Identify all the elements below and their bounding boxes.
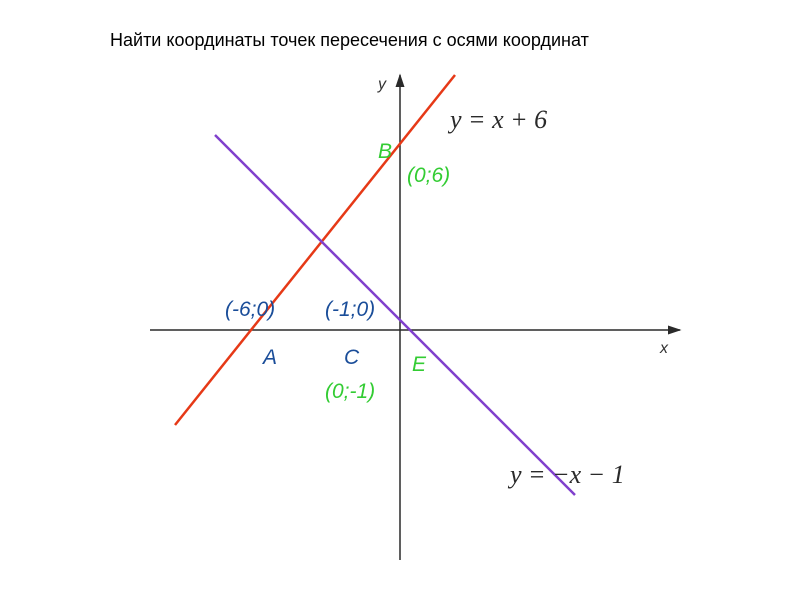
point-B-coord: (0;6) bbox=[407, 164, 450, 188]
point-E-name: E bbox=[412, 353, 426, 377]
point-A-coord: (-6;0) bbox=[225, 298, 275, 322]
point-C-coord: (-1;0) bbox=[325, 298, 375, 322]
y-axis-label: y bbox=[378, 76, 386, 94]
x-axis-label: x bbox=[660, 340, 668, 358]
point-E-coord: (0;-1) bbox=[325, 380, 375, 404]
point-C-name: C bbox=[344, 346, 359, 370]
point-A-name: A bbox=[263, 346, 277, 370]
coordinate-chart bbox=[0, 0, 800, 600]
point-B-name: B bbox=[378, 140, 392, 164]
equation-1: y = x + 6 bbox=[450, 105, 547, 135]
equation-2: y = −x − 1 bbox=[510, 460, 625, 490]
